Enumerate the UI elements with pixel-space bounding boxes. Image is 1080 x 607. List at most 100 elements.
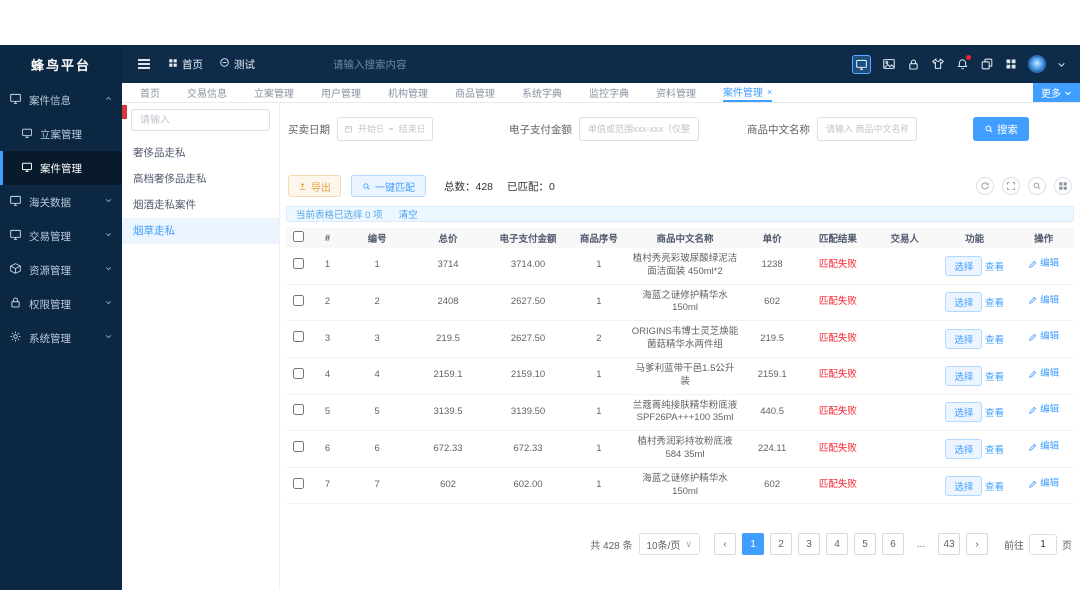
view-link[interactable]: 查看 [984,371,1004,383]
prev-page-button[interactable]: ‹ [714,533,736,555]
global-search-input[interactable] [331,58,461,72]
shirt-icon[interactable] [931,57,945,71]
page-button-6[interactable]: 6 [882,533,904,555]
view-link[interactable]: 查看 [984,298,1004,310]
refresh-icon[interactable] [976,177,994,195]
goto-page-input[interactable] [1029,533,1057,555]
apps-grid-icon[interactable] [1005,58,1017,70]
chevron-down-icon[interactable] [1057,60,1066,69]
tab-material[interactable]: 资料管理 [656,89,696,100]
tab-sys-dict[interactable]: 系统字典 [522,89,562,100]
tab-goods[interactable]: 商品管理 [455,89,495,100]
sidebar-item-customs-data[interactable]: 海关数据 [0,185,122,219]
bell-icon[interactable] [956,54,971,71]
cell-no: 2 [344,284,410,322]
sidebar-item-case-info[interactable]: 案件信息 [0,83,122,117]
cell-pay: 3714.00 [486,248,570,285]
view-link[interactable]: 查看 [984,261,1004,273]
close-icon[interactable]: × [767,86,773,97]
case-type-search-input[interactable] [138,113,263,127]
tab-filing[interactable]: 立案管理 [254,89,294,100]
sidebar-item-permission-management[interactable]: 权限管理 [0,287,122,321]
edit-link[interactable]: 编辑 [1028,295,1059,308]
name-input[interactable] [824,123,910,135]
tab-case-management[interactable]: 案件管理 × [723,83,773,102]
page-button-3[interactable]: 3 [798,533,820,555]
table-row: 2 2 2408 2627.50 1 海蓝之谜修护精华水 150ml 602 匹… [286,284,1074,322]
tab-users[interactable]: 用户管理 [321,89,361,100]
row-checkbox[interactable] [292,367,304,379]
one-key-match-button[interactable]: 一键匹配 [351,175,426,197]
clear-selection-link[interactable]: 清空 [398,210,418,221]
view-link[interactable]: 查看 [984,444,1004,456]
page-button-1[interactable]: 1 [742,533,764,555]
case-type-item[interactable]: 高档奢侈品走私 [133,173,207,185]
row-checkbox[interactable] [292,294,304,306]
tab-trade-info[interactable]: 交易信息 [187,89,227,100]
sidebar-item-trade-management[interactable]: 交易管理 [0,219,122,253]
date-range-picker[interactable]: - [337,117,433,141]
case-type-item[interactable]: 奢侈品走私 [133,147,186,159]
goto-suffix: 页 [1062,540,1072,552]
view-link[interactable]: 查看 [984,408,1004,420]
select-button[interactable]: 选择 [945,329,983,350]
case-type-item[interactable]: 烟酒走私案件 [133,199,196,211]
sidebar-item-filing-management[interactable]: 立案管理 [0,117,122,151]
page-button-4[interactable]: 4 [826,533,848,555]
select-button[interactable]: 选择 [945,365,983,386]
nav-home-link[interactable]: 首页 [168,57,203,72]
sidebar-item-system-management[interactable]: 系统管理 [0,321,122,355]
row-checkbox[interactable] [292,257,304,269]
next-page-button[interactable]: › [966,533,988,555]
page-button-43[interactable]: 43 [938,533,960,555]
select-button[interactable]: 选择 [945,475,983,496]
fullscreen-icon[interactable] [1002,177,1020,195]
match-result: 匹配失败 [802,430,874,468]
layers-icon[interactable] [980,57,994,71]
page-size-select[interactable]: 10条/页 ∨ [638,533,700,555]
search-button[interactable]: 搜索 [973,117,1029,141]
edit-link[interactable]: 编辑 [1028,331,1059,344]
cell-total: 3139.5 [409,394,487,432]
tab-home[interactable]: 首页 [140,89,160,100]
tab-monitor-dict[interactable]: 监控字典 [589,89,629,100]
row-checkbox[interactable] [292,477,304,489]
table-row: 3 3 219.5 2627.50 2 ORIGINS韦博士灵芝焕能菌菇精华水两… [286,320,1074,358]
search-icon[interactable] [1028,177,1046,195]
edit-label: 编辑 [1040,441,1060,453]
avatar[interactable] [1028,55,1046,73]
monitor-icon[interactable] [852,54,871,74]
row-checkbox[interactable] [292,331,304,343]
edit-link[interactable]: 编辑 [1028,478,1059,491]
view-link[interactable]: 查看 [984,335,1004,347]
edit-link[interactable]: 编辑 [1028,404,1059,417]
row-checkbox[interactable] [292,404,304,416]
select-all-checkbox[interactable] [292,231,304,242]
column-settings-icon[interactable] [1054,177,1072,195]
edit-link[interactable]: 编辑 [1028,441,1059,454]
select-button[interactable]: 选择 [945,402,983,423]
nav-test-link[interactable]: 测试 [219,57,255,72]
date-start-input[interactable] [356,123,386,135]
case-type-item-selected[interactable]: 烟草走私 [122,218,279,244]
more-tabs-button[interactable]: 更多 [1033,83,1080,102]
image-icon[interactable] [882,57,896,71]
sidebar-item-case-management[interactable]: 案件管理 [0,151,122,185]
page-button-5[interactable]: 5 [854,533,876,555]
select-button[interactable]: 选择 [945,292,983,313]
edit-link[interactable]: 编辑 [1028,368,1059,381]
col-action: 操作 [1013,228,1074,248]
hamburger-icon[interactable] [136,56,152,72]
amount-input[interactable] [586,123,692,135]
row-checkbox[interactable] [292,441,304,453]
edit-link[interactable]: 编辑 [1028,258,1059,271]
select-button[interactable]: 选择 [945,438,983,459]
tab-org[interactable]: 机构管理 [388,89,428,100]
date-end-input[interactable] [396,123,426,135]
lock-icon[interactable] [907,58,920,71]
select-button[interactable]: 选择 [945,255,983,276]
page-button-2[interactable]: 2 [770,533,792,555]
sidebar-item-resource-management[interactable]: 资源管理 [0,253,122,287]
view-link[interactable]: 查看 [984,481,1004,493]
export-button[interactable]: 导出 [288,175,341,197]
